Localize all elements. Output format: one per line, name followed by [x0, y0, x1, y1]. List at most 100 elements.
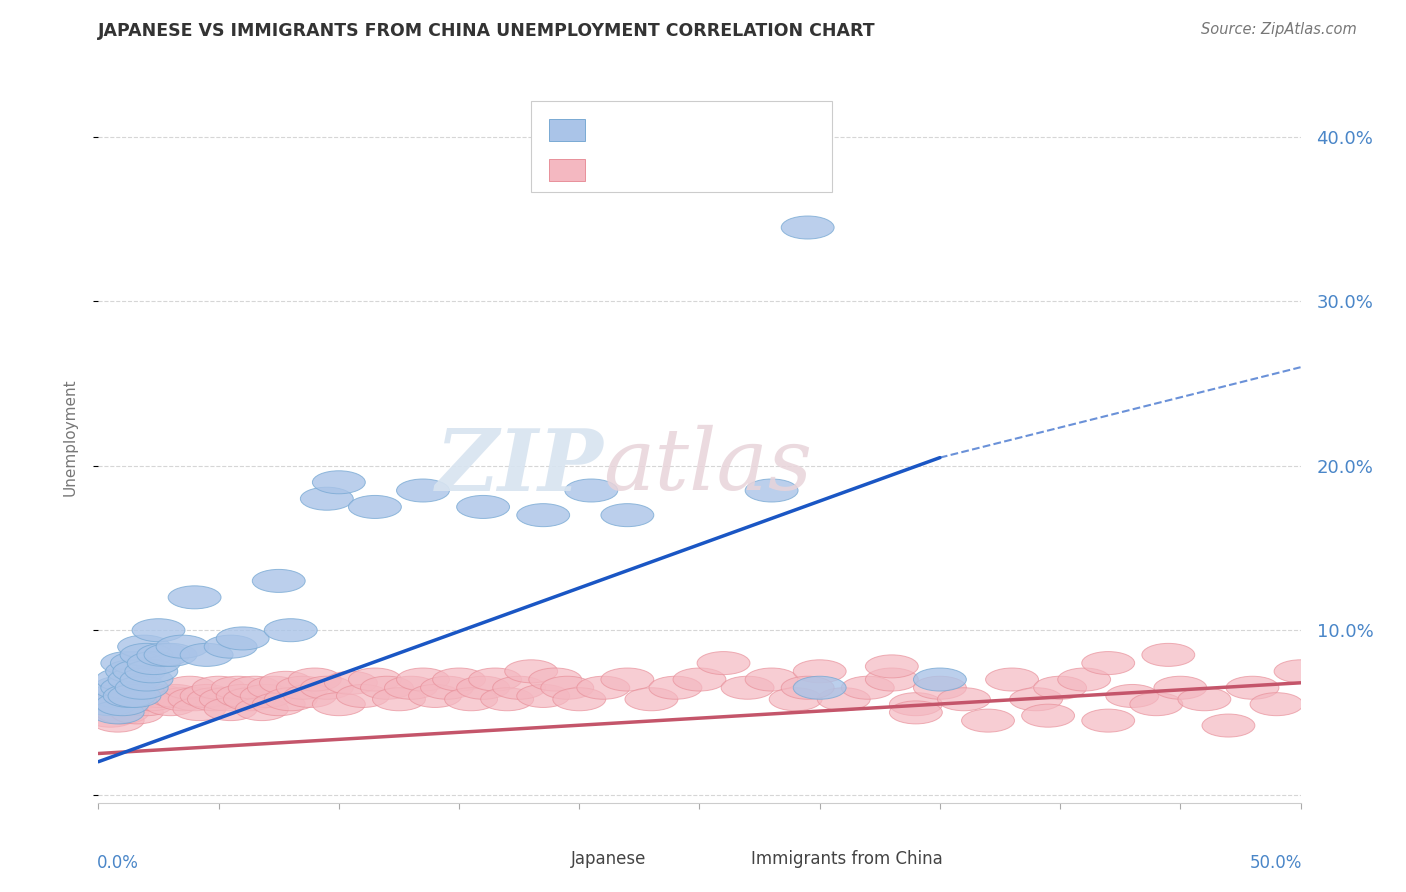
- Ellipse shape: [505, 660, 558, 682]
- Ellipse shape: [517, 684, 569, 707]
- Ellipse shape: [96, 693, 149, 715]
- Text: 50.0%: 50.0%: [1250, 854, 1302, 872]
- Ellipse shape: [252, 693, 305, 715]
- Ellipse shape: [101, 676, 153, 699]
- Ellipse shape: [169, 688, 221, 711]
- Ellipse shape: [180, 684, 233, 707]
- Text: atlas: atlas: [603, 425, 813, 508]
- Ellipse shape: [224, 688, 277, 711]
- Ellipse shape: [156, 635, 209, 658]
- Ellipse shape: [91, 701, 143, 724]
- Ellipse shape: [115, 676, 169, 699]
- Ellipse shape: [193, 676, 245, 699]
- Ellipse shape: [89, 684, 142, 707]
- Ellipse shape: [817, 688, 870, 711]
- Ellipse shape: [1081, 709, 1135, 732]
- Ellipse shape: [125, 660, 177, 682]
- Ellipse shape: [125, 688, 177, 711]
- Ellipse shape: [468, 668, 522, 691]
- Ellipse shape: [553, 688, 606, 711]
- Ellipse shape: [101, 693, 153, 715]
- Ellipse shape: [156, 688, 209, 711]
- Ellipse shape: [264, 619, 318, 641]
- Ellipse shape: [163, 676, 217, 699]
- FancyBboxPatch shape: [531, 101, 832, 192]
- Y-axis label: Unemployment: Unemployment: [63, 378, 77, 496]
- Ellipse shape: [1202, 714, 1256, 737]
- Ellipse shape: [384, 676, 437, 699]
- Ellipse shape: [204, 698, 257, 721]
- Ellipse shape: [457, 495, 509, 518]
- Ellipse shape: [264, 688, 318, 711]
- Ellipse shape: [1142, 643, 1195, 666]
- Ellipse shape: [247, 676, 301, 699]
- Ellipse shape: [111, 651, 163, 674]
- Ellipse shape: [1178, 688, 1230, 711]
- Text: Japanese: Japanese: [571, 850, 647, 868]
- Ellipse shape: [349, 495, 401, 518]
- Text: 0.0%: 0.0%: [97, 854, 139, 872]
- Ellipse shape: [481, 688, 534, 711]
- Ellipse shape: [793, 660, 846, 682]
- Ellipse shape: [115, 684, 169, 707]
- Ellipse shape: [529, 668, 582, 691]
- Ellipse shape: [143, 643, 197, 666]
- Text: 42: 42: [769, 120, 793, 138]
- Ellipse shape: [541, 676, 593, 699]
- Ellipse shape: [228, 676, 281, 699]
- Text: R =: R =: [595, 120, 631, 138]
- Ellipse shape: [890, 701, 942, 724]
- Ellipse shape: [1130, 693, 1182, 715]
- FancyBboxPatch shape: [717, 852, 744, 866]
- Ellipse shape: [136, 643, 190, 666]
- Ellipse shape: [336, 684, 389, 707]
- Ellipse shape: [600, 504, 654, 526]
- Ellipse shape: [120, 643, 173, 666]
- Ellipse shape: [1022, 704, 1074, 727]
- FancyBboxPatch shape: [537, 852, 564, 866]
- Text: 0.516: 0.516: [643, 120, 697, 138]
- Ellipse shape: [108, 684, 160, 707]
- Ellipse shape: [277, 676, 329, 699]
- Ellipse shape: [301, 676, 353, 699]
- Ellipse shape: [288, 668, 342, 691]
- Ellipse shape: [962, 709, 1015, 732]
- Ellipse shape: [101, 651, 153, 674]
- Ellipse shape: [108, 688, 160, 711]
- Ellipse shape: [1033, 676, 1087, 699]
- Ellipse shape: [433, 668, 485, 691]
- Ellipse shape: [721, 676, 775, 699]
- Text: ZIP: ZIP: [436, 425, 603, 508]
- Ellipse shape: [96, 668, 149, 691]
- Ellipse shape: [1010, 688, 1063, 711]
- Text: 75: 75: [769, 161, 793, 178]
- Ellipse shape: [1154, 676, 1206, 699]
- Ellipse shape: [396, 668, 450, 691]
- Ellipse shape: [84, 693, 136, 715]
- Ellipse shape: [890, 693, 942, 715]
- Ellipse shape: [1274, 660, 1327, 682]
- Ellipse shape: [94, 676, 146, 699]
- Ellipse shape: [865, 668, 918, 691]
- Text: N =: N =: [721, 161, 758, 178]
- Ellipse shape: [91, 709, 143, 732]
- Ellipse shape: [180, 643, 233, 666]
- Ellipse shape: [1226, 676, 1279, 699]
- Ellipse shape: [132, 684, 186, 707]
- Ellipse shape: [128, 651, 180, 674]
- Ellipse shape: [284, 684, 336, 707]
- Ellipse shape: [84, 704, 136, 727]
- FancyBboxPatch shape: [550, 119, 585, 141]
- Text: 0.181: 0.181: [643, 161, 697, 178]
- Text: N =: N =: [721, 120, 758, 138]
- Text: Source: ZipAtlas.com: Source: ZipAtlas.com: [1201, 22, 1357, 37]
- Ellipse shape: [312, 693, 366, 715]
- Ellipse shape: [312, 471, 366, 494]
- Ellipse shape: [1250, 693, 1303, 715]
- Ellipse shape: [782, 216, 834, 239]
- Ellipse shape: [120, 668, 173, 691]
- Ellipse shape: [769, 688, 823, 711]
- Ellipse shape: [1105, 684, 1159, 707]
- Ellipse shape: [301, 487, 353, 510]
- Ellipse shape: [697, 651, 749, 674]
